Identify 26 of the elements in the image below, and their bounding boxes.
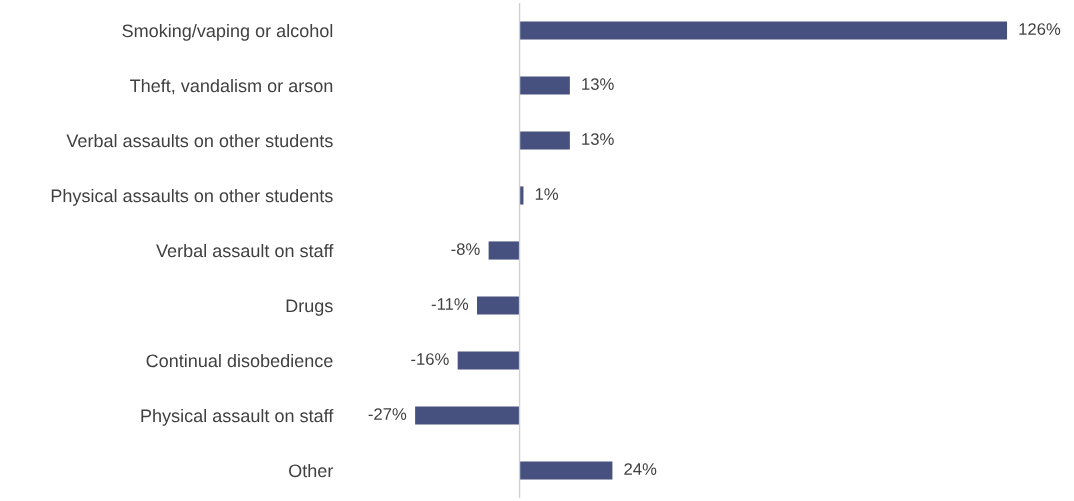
- bar: [488, 241, 520, 260]
- data-label: 13%: [582, 133, 614, 145]
- data-label: 1%: [535, 188, 559, 200]
- data-label: -27%: [368, 408, 407, 420]
- y-tick-label: Smoking/vaping or alcohol: [122, 23, 333, 41]
- y-tick-label: Continual disobedience: [146, 353, 333, 368]
- bar: [519, 461, 613, 480]
- bar: [519, 21, 1008, 40]
- data-label: -8%: [451, 243, 480, 255]
- bar: [415, 406, 520, 425]
- data-label: 126%: [1019, 23, 1061, 35]
- bar: [519, 131, 570, 150]
- data-label: 13%: [582, 78, 614, 90]
- y-tick-label: Verbal assault on staff: [156, 243, 334, 258]
- y-tick-label: Physical assault on staff: [141, 408, 334, 426]
- bar: [477, 296, 520, 315]
- y-tick-label: Verbal assaults on other students: [66, 133, 333, 148]
- bar: [519, 76, 570, 95]
- bar: [457, 351, 520, 370]
- data-label: -11%: [431, 298, 469, 310]
- y-tick-label: Physical assaults on other students: [51, 188, 333, 206]
- data-label: -16%: [411, 353, 449, 365]
- y-tick-label: Other: [289, 463, 334, 478]
- data-label: 24%: [624, 463, 657, 475]
- y-tick-label: Drugs: [286, 299, 333, 316]
- y-tick-label: Theft, vandalism or arson: [130, 78, 333, 95]
